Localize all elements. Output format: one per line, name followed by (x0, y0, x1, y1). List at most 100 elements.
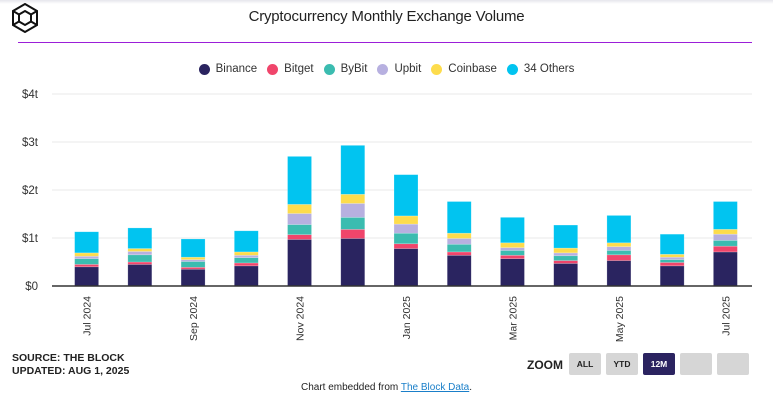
bar-segment-binance (127, 264, 153, 287)
legend-item-bitget[interactable]: Bitget (267, 63, 314, 75)
legend-label: 34 Others (523, 63, 575, 75)
legend-label: Coinbase (448, 63, 497, 75)
y-tick-label: $2t (22, 185, 39, 197)
legend-label: Binance (215, 63, 258, 75)
chart-legend: Binance Bitget ByBit Upbit Coinbase 34 Others (0, 63, 773, 75)
bar-segment-upbit (74, 255, 99, 259)
zoom-blank-button-1[interactable] (680, 353, 712, 375)
x-tick-label: Nov 2024 (295, 296, 307, 341)
bar-segment-bitget (713, 245, 738, 253)
the-block-data-link[interactable]: The Block Data (400, 382, 470, 393)
bar-segment-34-others (287, 156, 312, 205)
bar-segment-binance (553, 263, 578, 287)
title-divider (18, 42, 752, 43)
bar-segment-34-others (659, 233, 685, 255)
bar-segment-binance (234, 265, 259, 287)
bar-segment-34-others (446, 201, 472, 234)
bar-segment-coinbase (127, 248, 153, 252)
bar-segment-bitget (393, 243, 419, 249)
stacked-bar-chart: $0 $1t $2t $3t $4t Jul 2024 Sep 2024 Nov 2024 Ja… (22, 89, 752, 342)
bar-segment-bybit (287, 224, 312, 235)
bar-segment-upbit (234, 254, 259, 258)
bar-segment-bitget (127, 261, 153, 265)
bar-segment-upbit (287, 213, 312, 225)
bar-segment-coinbase (180, 256, 206, 260)
x-tick-label: Mar 2025 (507, 296, 519, 341)
source-info: SOURCE: THE BLOCK UPDATED: AUG 1, 2025 (12, 352, 129, 378)
zoom-12m-button[interactable]: 12M (643, 353, 675, 375)
legend-item-bybit[interactable]: ByBit (323, 63, 368, 75)
legend-item-binance[interactable]: Binance (198, 63, 258, 75)
bar-segment-upbit (127, 251, 153, 256)
bar-segment-coinbase (553, 247, 578, 254)
bar-segment-upbit (340, 203, 366, 218)
bar-segment-upbit (606, 246, 632, 251)
bar-segment-coinbase (713, 229, 738, 235)
source-label: SOURCE: THE BLOCK (12, 352, 125, 364)
bar-segment-binance (180, 268, 206, 287)
zoom-ytd-button[interactable]: YTD (606, 353, 638, 375)
bar-segment-coinbase (74, 252, 99, 257)
bar-segment-upbit (500, 247, 525, 251)
bar-segment-binance (606, 260, 632, 287)
zoom-label: ZOOM (527, 358, 563, 372)
embed-prefix: Chart embedded from (300, 382, 401, 393)
bar-segment-coinbase (234, 251, 259, 256)
bar-segment-bybit (393, 232, 419, 245)
zoom-blank-button-2[interactable] (717, 353, 749, 375)
x-tick-label: Sep 2024 (188, 296, 200, 341)
bar-segment-coinbase (393, 215, 419, 225)
top-shadow (0, 0, 773, 4)
legend-label: Bitget (284, 63, 314, 75)
bar-segment-upbit (553, 252, 578, 257)
bar-segment-bitget (74, 264, 99, 268)
y-tick-label: $3t (22, 137, 39, 149)
embed-suffix: . (469, 382, 473, 393)
legend-label: ByBit (340, 63, 368, 75)
zoom-all-button[interactable]: ALL (569, 353, 601, 375)
bar-segment-binance (74, 266, 99, 287)
legend-marker-icon (267, 63, 279, 75)
bar-segment-bitget (234, 262, 259, 267)
bar-segment-coinbase (606, 242, 632, 247)
embed-note: Chart embedded from The Block Data. (0, 382, 773, 393)
bar-segment-coinbase (500, 242, 525, 248)
bar-segment-binance (713, 251, 738, 287)
bar-segment-34-others (606, 215, 632, 244)
legend-marker-icon (506, 63, 518, 75)
bar-segment-upbit (180, 259, 206, 262)
bar-segment-upbit (446, 238, 472, 245)
bar-segment-upbit (713, 233, 738, 241)
x-tick-label: May 2025 (614, 296, 626, 342)
bar-segment-34-others (553, 224, 578, 249)
the-block-logo-icon (12, 3, 38, 33)
bar-segment-bybit (713, 240, 738, 247)
bar-segment-bybit (500, 250, 525, 256)
bar-segment-coinbase (340, 194, 366, 204)
bar-segment-bitget (606, 254, 632, 261)
legend-item-upbit[interactable]: Upbit (377, 63, 421, 75)
bar-segment-34-others (500, 217, 525, 244)
bar-segment-bitget (500, 254, 525, 259)
bar-segment-bybit (234, 257, 259, 264)
bar-segment-bitget (553, 260, 578, 264)
bar-segment-binance (287, 239, 312, 287)
bar-segment-coinbase (446, 232, 472, 239)
bar-segment-bybit (127, 254, 153, 263)
bar-segment-bybit (606, 250, 632, 256)
legend-label: Upbit (394, 63, 422, 75)
x-tick-label: Jan 2025 (401, 296, 413, 339)
bar-segment-coinbase (287, 204, 312, 214)
bar-segment-binance (340, 238, 366, 287)
y-tick-label: $0 (25, 281, 38, 293)
y-tick-label: $4t (22, 89, 39, 101)
legend-marker-icon (198, 63, 210, 75)
legend-item-34-others[interactable]: 34 Others (506, 63, 575, 75)
bar-segment-binance (393, 248, 419, 287)
bar-segment-binance (446, 254, 472, 287)
bar-segment-binance (659, 265, 685, 287)
bar-segment-upbit (659, 256, 685, 260)
legend-item-coinbase[interactable]: Coinbase (431, 63, 497, 75)
bar-segment-coinbase (659, 254, 685, 258)
legend-marker-icon (377, 63, 389, 75)
